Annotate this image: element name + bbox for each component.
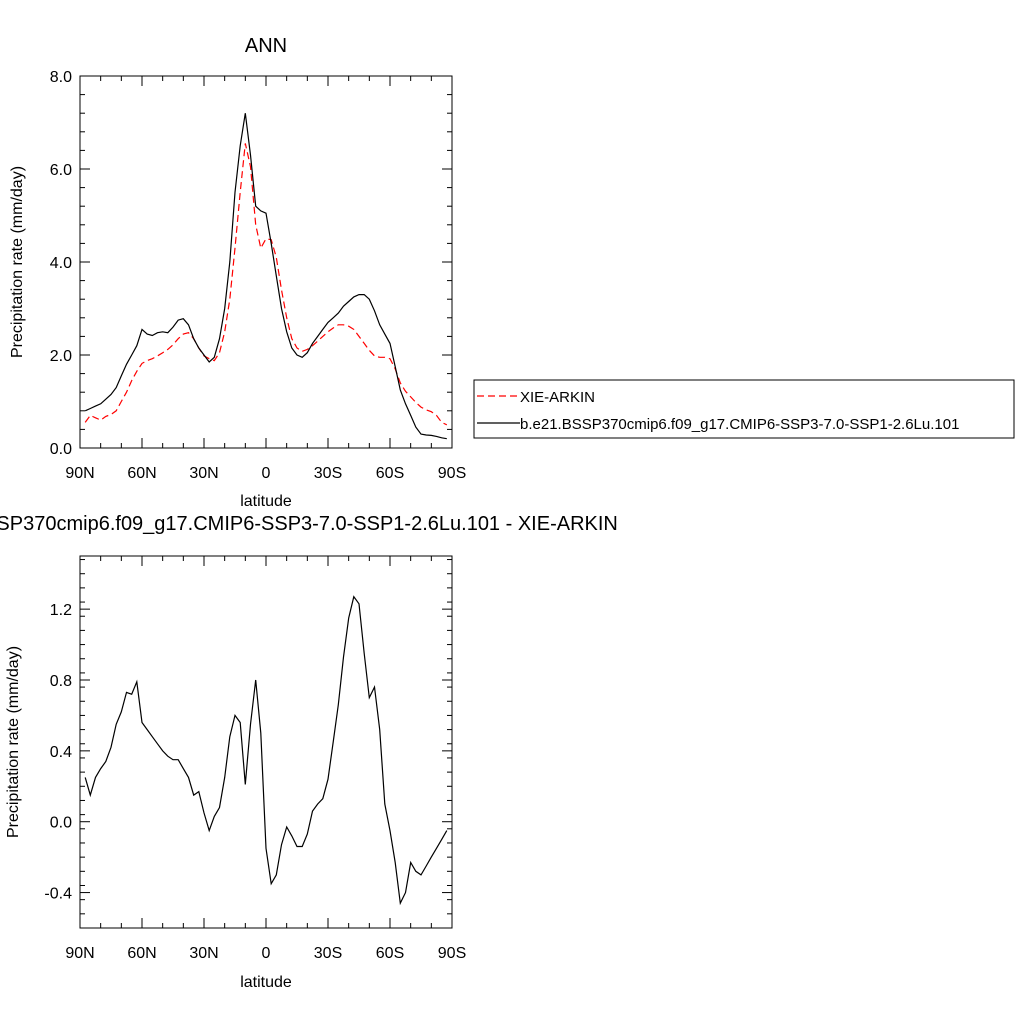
top-chart-title: ANN [245, 35, 287, 57]
bottom-y-tick-label: 0.8 [50, 673, 72, 690]
top-y-tick-label: 4.0 [50, 255, 72, 272]
bottom-x-tick-label: 30S [314, 945, 342, 962]
top-series-line-0 [84, 143, 448, 426]
bottom-x-axis-label: latitude [240, 974, 292, 991]
top-x-tick-label: 0 [262, 465, 271, 482]
bottom-x-tick-label: 0 [262, 945, 271, 962]
bottom-x-tick-label: 60S [376, 945, 404, 962]
top-y-axis-label: Precipitation rate (mm/day) [9, 166, 26, 358]
top-x-tick-label: 30S [314, 465, 342, 482]
top-x-tick-label: 90S [438, 465, 466, 482]
legend-frame [473, 379, 1015, 439]
bottom-y-tick-label: 0.0 [50, 815, 72, 832]
top-x-tick-label: 60N [127, 465, 156, 482]
top-y-tick-label: 2.0 [50, 348, 72, 365]
top-y-tick-label: 6.0 [50, 162, 72, 179]
bottom-chart-title: b.e21.BSSP370cmip6.f09_g17.CMIP6-SSP3-7.… [0, 513, 618, 535]
bottom-series-lines [84, 595, 448, 906]
bottom-series-line-0 [84, 595, 448, 906]
bottom-y-tick-label: 1.2 [50, 602, 72, 619]
top-y-tick-label: 0.0 [50, 441, 72, 458]
bottom-x-tick-label: 60N [127, 945, 156, 962]
legend-label-model: b.e21.BSSP370cmip6.f09_g17.CMIP6-SSP3-7.… [520, 416, 959, 433]
top-series-line-1 [84, 113, 447, 440]
legend-label-xie-arkin: XIE-ARKIN [520, 389, 595, 406]
bottom-x-tick-label: 30N [189, 945, 218, 962]
bottom-y-axis-label: Precipitation rate (mm/day) [5, 646, 22, 838]
top-ticks: 90N 60N 30N 0 30S 60S 90S 0.0 2.0 4.0 6.0 8.0 [50, 69, 466, 482]
top-x-axis-label: latitude [240, 493, 292, 510]
bottom-ticks: 90N 60N 30N 0 30S 60S 90S -0.4 0.0 0.4 0.8 1.2 [44, 556, 466, 962]
bottom-y-tick-label: 0.4 [50, 744, 72, 761]
top-x-tick-label: 30N [189, 465, 218, 482]
top-x-tick-label: 60S [376, 465, 404, 482]
legend: XIE-ARKIN b.e21.BSSP370cmip6.f09_g17.CMI… [473, 379, 1015, 439]
bottom-chart: b.e21.BSSP370cmip6.f09_g17.CMIP6-SSP3-7.… [0, 513, 618, 991]
bottom-y-tick-label: -0.4 [44, 886, 72, 903]
top-plot-frame [79, 75, 453, 449]
bottom-x-tick-label: 90S [438, 945, 466, 962]
top-series-lines [84, 113, 448, 440]
top-x-tick-label: 90N [65, 465, 94, 482]
top-y-tick-label: 8.0 [50, 69, 72, 86]
bottom-x-tick-label: 90N [65, 945, 94, 962]
top-chart: ANN 90N 60N 30N 0 30S 60S 90S 0.0 2.0 4.0 6.0 8.0 l… [9, 35, 466, 510]
